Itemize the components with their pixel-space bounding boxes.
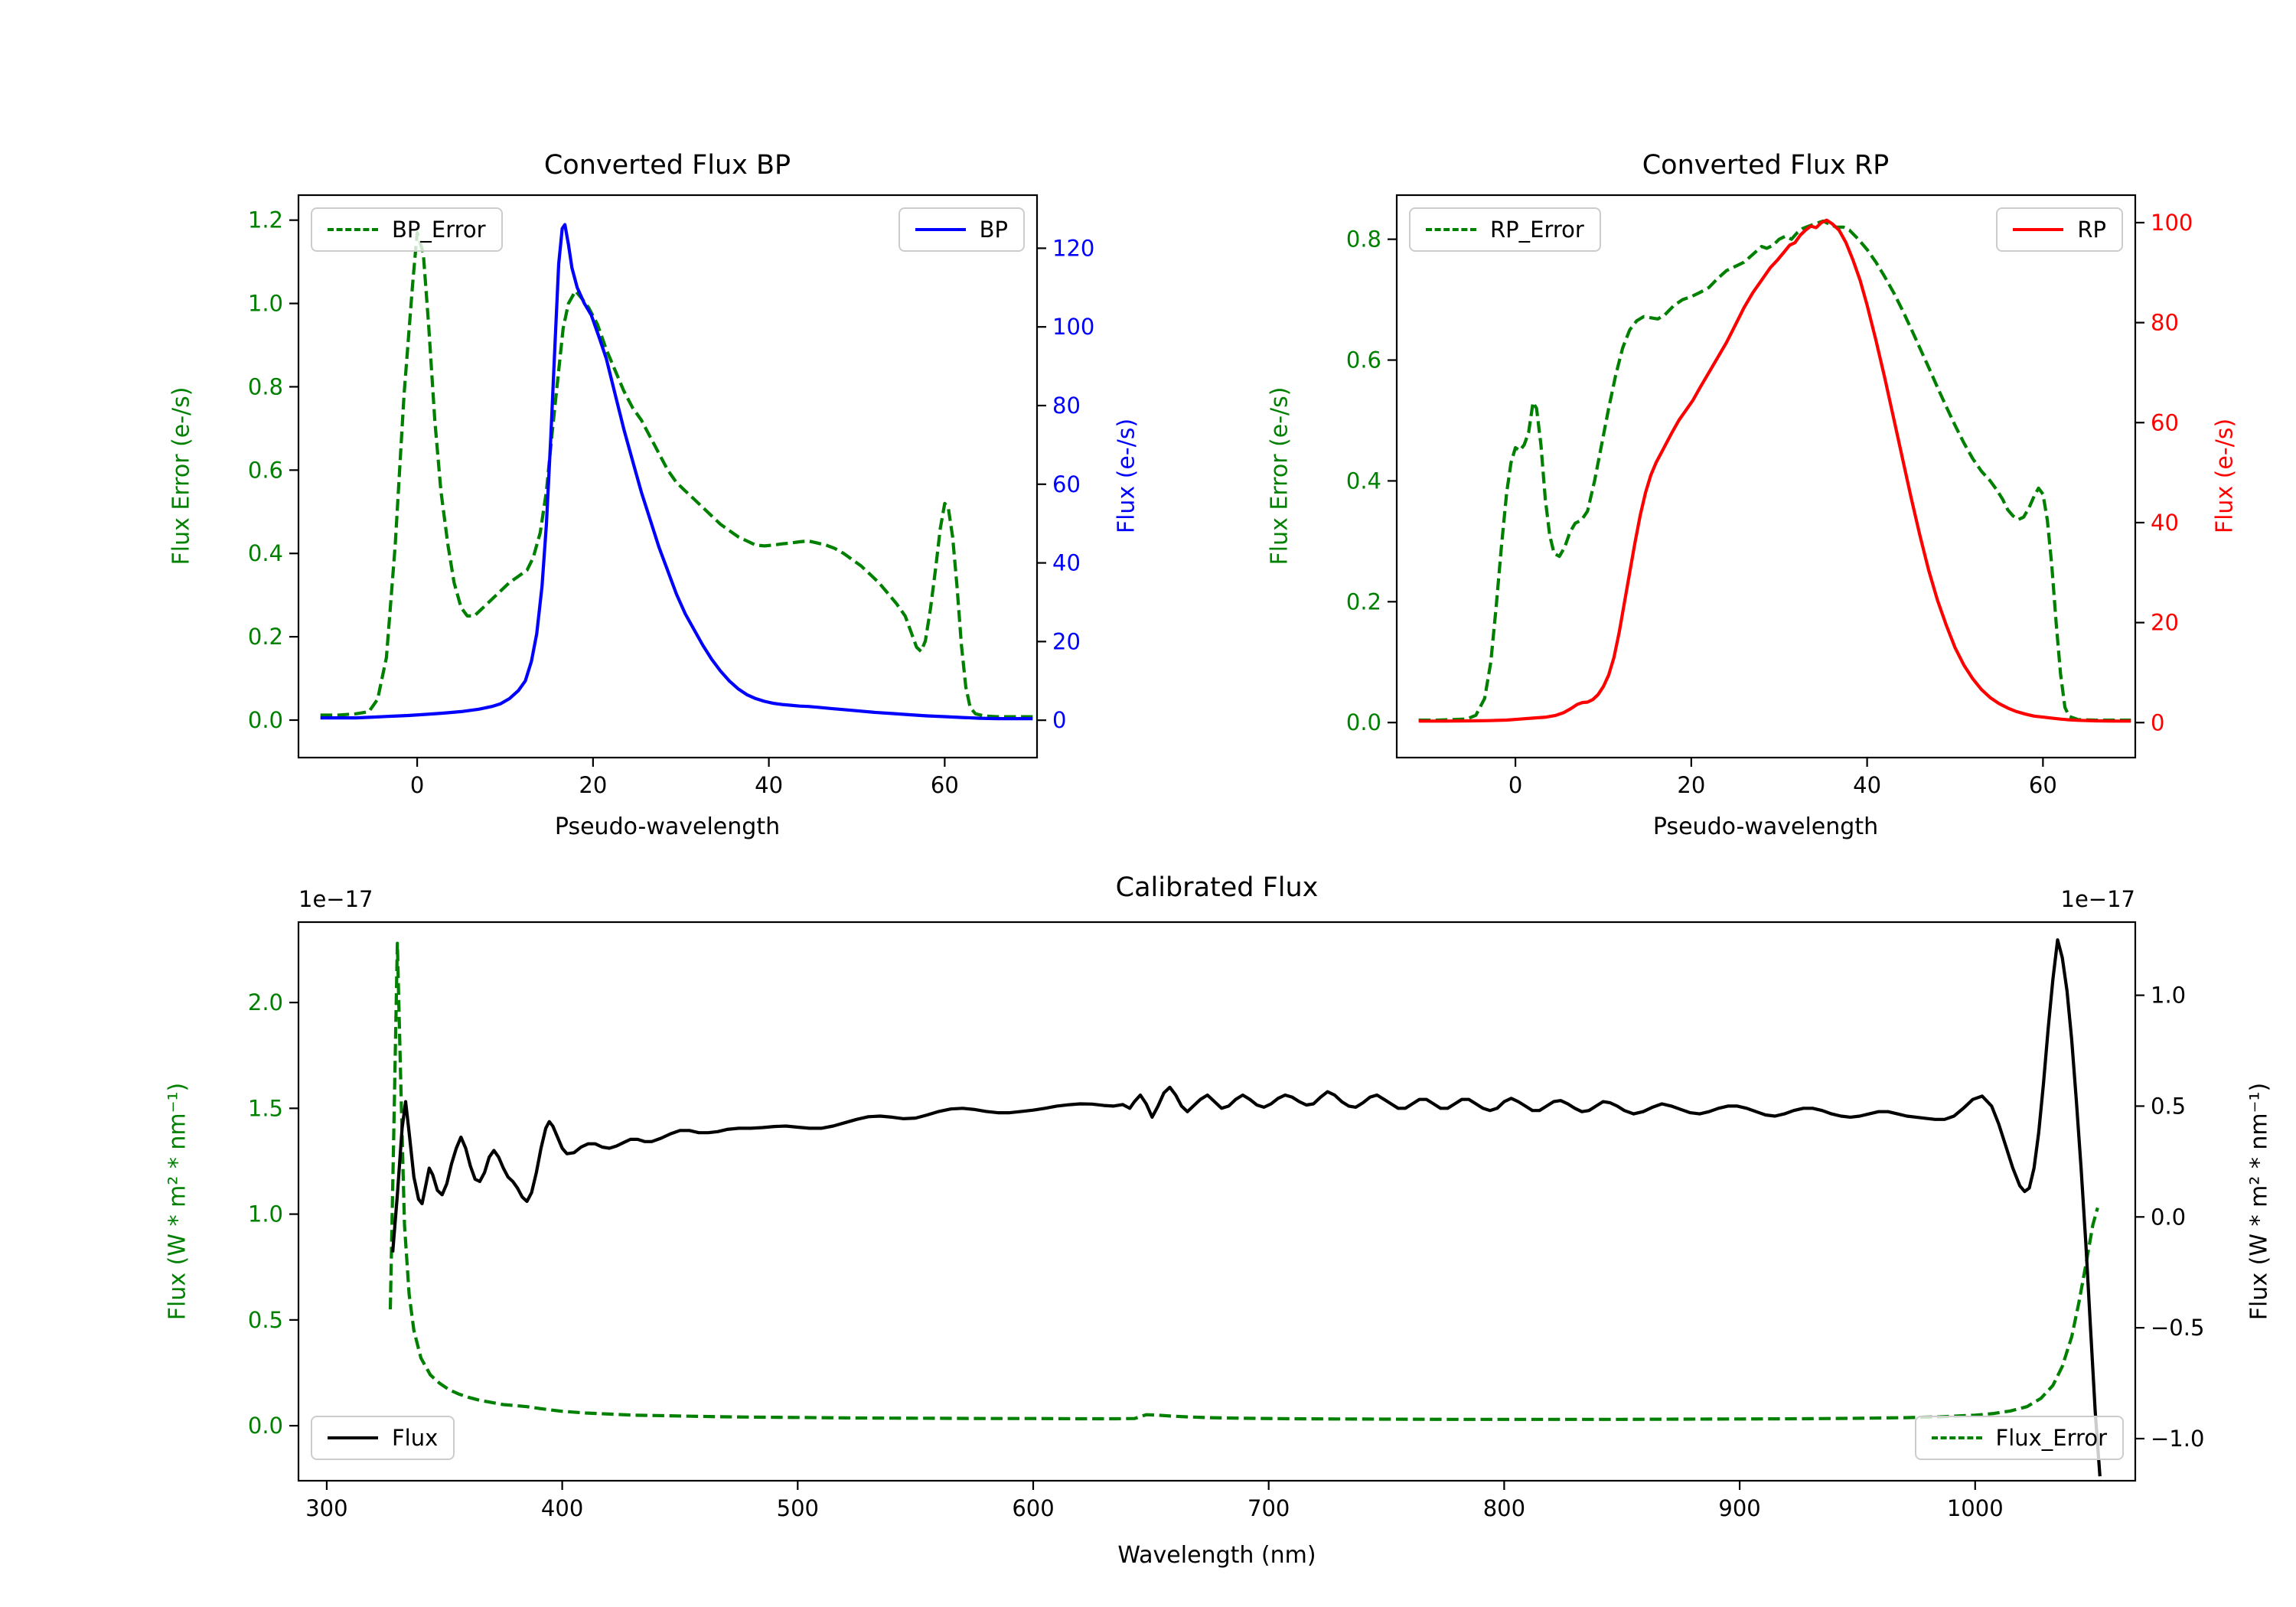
calibrated-right-yaxis-label: Flux (W * m² * nm⁻¹) xyxy=(2245,1082,2273,1321)
x-tick-label: 400 xyxy=(541,1495,583,1521)
rp-chart-title: Converted Flux RP xyxy=(1642,150,1890,181)
rp-spines xyxy=(1395,194,2137,759)
right-y-tick-label: 20 xyxy=(2151,610,2179,636)
rp-legend-line xyxy=(2013,228,2064,231)
rp-error-series xyxy=(1418,219,2131,722)
right-y-tick-label: 120 xyxy=(1052,235,1094,261)
rp-xaxis-label: Pseudo-wavelength xyxy=(1652,813,1879,840)
x-tick-label: 20 xyxy=(1677,772,1705,798)
bp-legend-label: BP xyxy=(979,217,1008,243)
right-y-tick-label: 60 xyxy=(1052,471,1081,497)
bp-xaxis-label: Pseudo-wavelength xyxy=(554,813,781,840)
bp-series xyxy=(320,223,1033,721)
x-tick-label: 800 xyxy=(1483,1495,1525,1521)
right-y-tick-label: 0.0 xyxy=(2151,1204,2186,1230)
bp-chart-title: Converted Flux BP xyxy=(543,150,791,181)
left-y-tick-label: 1.2 xyxy=(248,207,283,233)
bp-error-legend: BP_Error xyxy=(311,207,503,252)
right-y-tick-label: −0.5 xyxy=(2151,1315,2204,1341)
x-tick-label: 0 xyxy=(410,772,424,798)
flux-error-legend-label: Flux_Error xyxy=(1995,1425,2107,1451)
rp-error-legend-line xyxy=(1426,228,1476,231)
x-tick-label: 60 xyxy=(931,772,959,798)
left-y-tick-label: 0.0 xyxy=(248,707,283,733)
x-tick-label: 20 xyxy=(579,772,607,798)
left-y-tick-label: 1.0 xyxy=(248,291,283,317)
right-scale-offset: 1e−17 xyxy=(2060,886,2136,912)
x-tick-label: 1000 xyxy=(1947,1495,2004,1521)
left-y-tick-label: 0.2 xyxy=(1346,588,1381,614)
left-y-tick-label: 0.6 xyxy=(1346,347,1381,373)
right-y-tick-label: 60 xyxy=(2151,409,2179,435)
flux-error-legend: Flux_Error xyxy=(1914,1416,2124,1460)
left-y-tick-label: 0.8 xyxy=(248,373,283,399)
bp-spines xyxy=(297,194,1039,759)
right-y-tick-label: 0 xyxy=(2151,709,2164,735)
rp-legend-label: RP xyxy=(2077,217,2106,243)
flux-legend-label: Flux xyxy=(392,1425,439,1451)
bp-error-legend-line xyxy=(328,228,378,231)
x-tick-label: 500 xyxy=(777,1495,819,1521)
right-y-tick-label: 100 xyxy=(2151,210,2193,236)
flux-legend-line xyxy=(328,1436,378,1439)
left-y-tick-label: 0.4 xyxy=(1346,468,1381,494)
x-tick-label: 40 xyxy=(755,772,783,798)
right-y-tick-label: 0 xyxy=(1052,707,1066,733)
bp-legend-line xyxy=(915,228,966,231)
rp-right-yaxis-label: Flux (e-/s) xyxy=(2211,418,2239,534)
left-y-tick-label: 0.5 xyxy=(248,1307,283,1333)
x-tick-label: 60 xyxy=(2029,772,2057,798)
bp-error-series xyxy=(320,230,1033,719)
left-y-tick-label: 1.0 xyxy=(248,1201,283,1227)
x-tick-label: 700 xyxy=(1247,1495,1290,1521)
bp-subplot: 0 20 40 60 0.0 0.2 0.4 0.6 0.8 1.0 1.2 0 20 40 60 80 100… xyxy=(248,194,1094,798)
right-y-tick-label: 80 xyxy=(1052,393,1081,419)
left-y-tick-label: 0.2 xyxy=(248,624,283,650)
x-tick-label: 0 xyxy=(1508,772,1522,798)
right-y-tick-label: 20 xyxy=(1052,628,1081,654)
rp-series xyxy=(1418,218,2131,723)
left-y-tick-label: 2.0 xyxy=(248,989,283,1015)
calibrated-spines xyxy=(297,921,2137,1482)
right-y-tick-label: −1.0 xyxy=(2151,1426,2204,1452)
rp-error-legend: RP_Error xyxy=(1409,207,1601,252)
rp-subplot: 0 20 40 60 0.0 0.2 0.4 0.6 0.8 0 20 40 60 80 100 xyxy=(1346,194,2193,798)
rp-error-legend-label: RP_Error xyxy=(1490,217,1584,243)
flux-series xyxy=(391,938,2102,1477)
left-y-tick-label: 1.5 xyxy=(248,1095,283,1121)
left-y-tick-label: 0.4 xyxy=(248,540,283,566)
bp-legend: BP xyxy=(898,207,1025,252)
x-tick-label: 300 xyxy=(305,1495,347,1521)
left-y-tick-label: 0.6 xyxy=(248,457,283,483)
right-y-tick-label: 40 xyxy=(2151,510,2179,536)
right-y-tick-label: 1.0 xyxy=(2151,983,2186,1009)
bp-error-legend-label: BP_Error xyxy=(392,217,486,243)
rp-left-yaxis-label: Flux Error (e-/s) xyxy=(1266,386,1293,566)
bp-left-yaxis-label: Flux Error (e-/s) xyxy=(168,386,195,566)
calibrated-xaxis-label: Wavelength (nm) xyxy=(1117,1542,1316,1569)
right-y-tick-label: 0.5 xyxy=(2151,1093,2186,1119)
left-y-tick-label: 0.0 xyxy=(248,1413,283,1439)
rp-legend: RP xyxy=(1996,207,2123,252)
left-scale-offset: 1e−17 xyxy=(298,886,373,912)
left-y-tick-label: 0.8 xyxy=(1346,227,1381,253)
x-tick-label: 40 xyxy=(1853,772,1881,798)
bp-right-yaxis-label: Flux (e-/s) xyxy=(1113,418,1140,534)
calibrated-subplot: 300 400 500 600 700 800 900 1000 0.0 0.5 1.0 1.5 2.0… xyxy=(248,921,2204,1521)
flux-error-legend-line xyxy=(1931,1436,1982,1439)
right-y-tick-label: 40 xyxy=(1052,550,1081,576)
x-tick-label: 600 xyxy=(1012,1495,1054,1521)
right-y-tick-label: 100 xyxy=(1052,314,1094,340)
flux-legend: Flux xyxy=(311,1416,455,1460)
right-y-tick-label: 80 xyxy=(2151,310,2179,336)
calibrated-left-yaxis-label: Flux (W * m² * nm⁻¹) xyxy=(164,1082,191,1321)
flux-error-series xyxy=(388,941,2099,1421)
calibrated-chart-title: Calibrated Flux xyxy=(1115,872,1319,903)
x-tick-label: 900 xyxy=(1718,1495,1760,1521)
left-y-tick-label: 0.0 xyxy=(1346,709,1381,735)
